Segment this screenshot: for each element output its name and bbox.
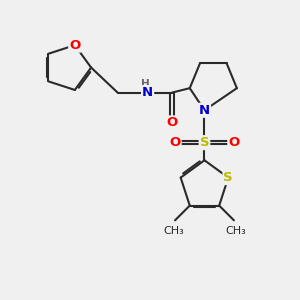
Text: O: O bbox=[69, 39, 80, 52]
Text: O: O bbox=[228, 136, 239, 149]
Text: O: O bbox=[169, 136, 181, 149]
Text: N: N bbox=[142, 86, 153, 99]
Text: O: O bbox=[167, 116, 178, 129]
Text: CH₃: CH₃ bbox=[225, 226, 246, 236]
Text: H: H bbox=[141, 79, 150, 89]
Text: S: S bbox=[224, 171, 233, 184]
Text: S: S bbox=[200, 136, 209, 149]
Text: CH₃: CH₃ bbox=[163, 226, 184, 236]
Text: N: N bbox=[199, 104, 210, 117]
